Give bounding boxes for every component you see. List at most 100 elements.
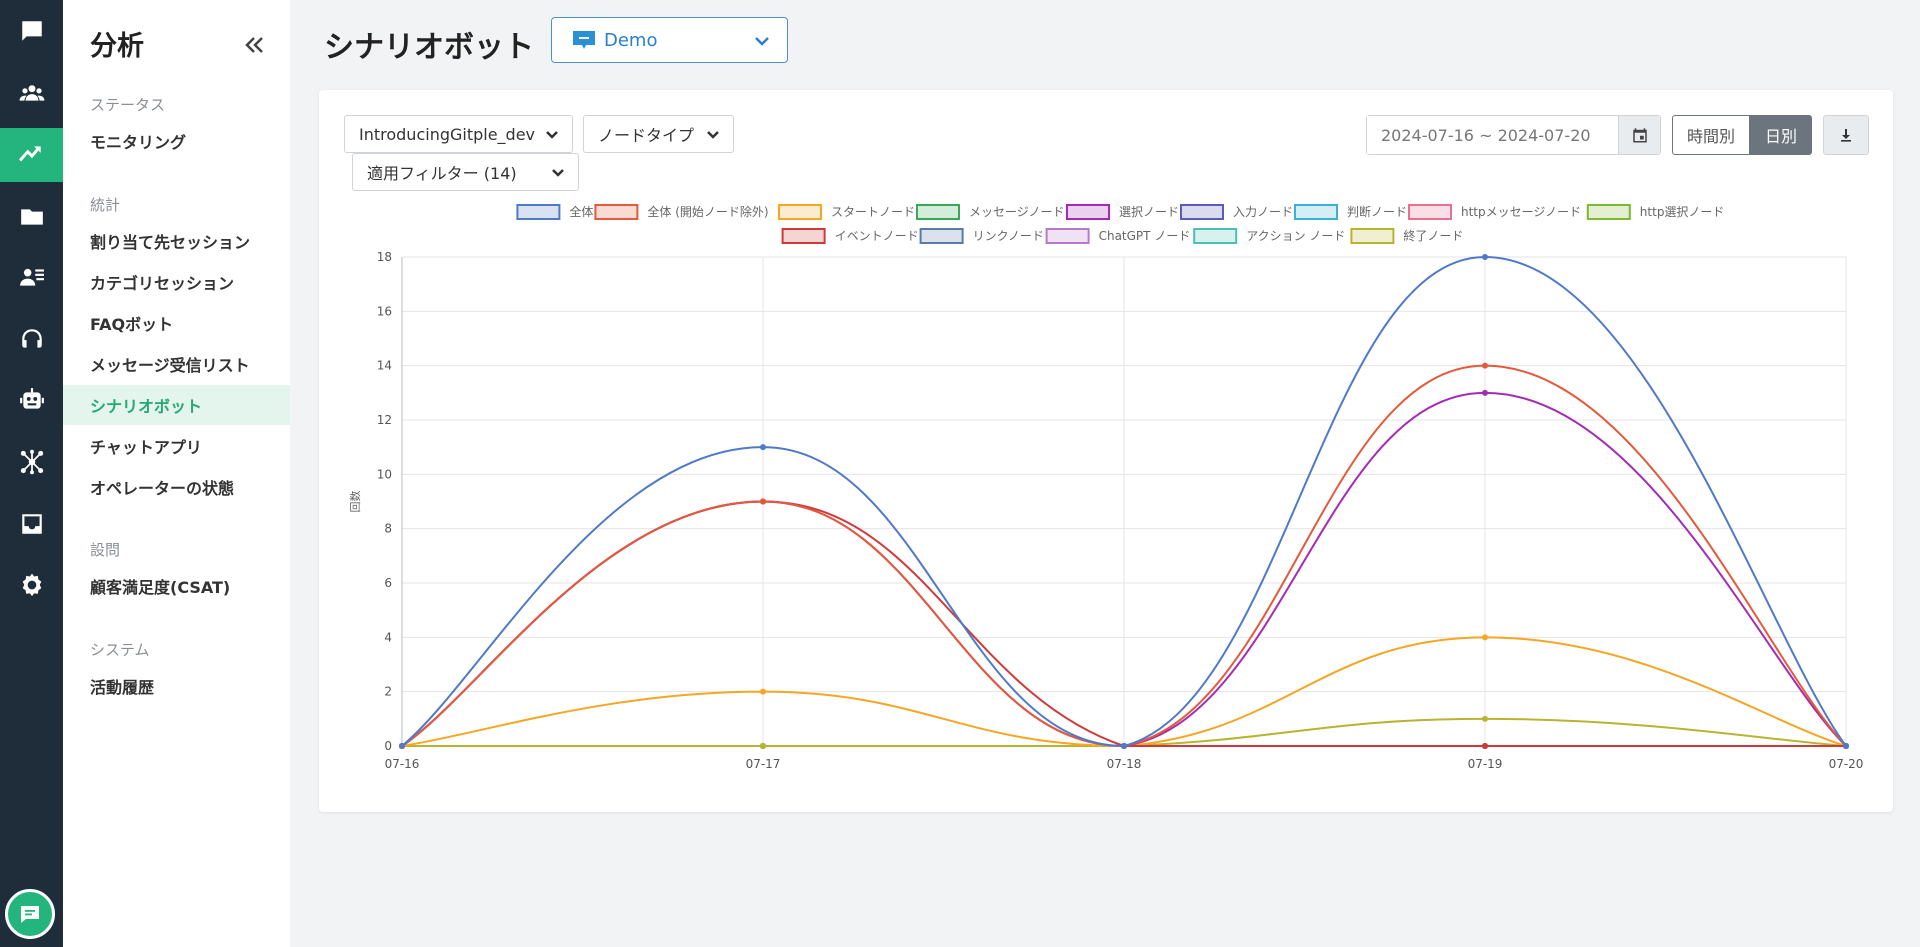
legend-item-9[interactable]: イベントノード — [781, 228, 919, 244]
data-point[interactable] — [1121, 743, 1127, 749]
rail-bot[interactable] — [0, 373, 63, 427]
data-point[interactable] — [760, 743, 766, 749]
data-point[interactable] — [760, 498, 766, 505]
data-point[interactable] — [1482, 254, 1488, 260]
data-point[interactable] — [1482, 362, 1488, 369]
data-point[interactable] — [1482, 715, 1488, 722]
data-point[interactable] — [399, 743, 405, 749]
data-point[interactable] — [1843, 743, 1849, 749]
menu-item-csat[interactable]: 顧客満足度(CSAT) — [90, 578, 231, 597]
rail-contacts[interactable] — [0, 250, 63, 304]
daily-button[interactable]: 日別 — [1750, 115, 1813, 155]
menu-item-chat-app[interactable]: チャットアプリ — [90, 438, 202, 457]
data-point[interactable] — [399, 743, 405, 749]
data-point[interactable] — [399, 743, 405, 749]
legend-item-5[interactable]: 入力ノード — [1180, 204, 1293, 220]
data-point[interactable] — [1843, 743, 1849, 749]
data-point[interactable] — [760, 743, 766, 749]
menu-item-activity-history[interactable]: 活動履歴 — [90, 678, 155, 697]
hourly-button[interactable]: 時間別 — [1672, 115, 1751, 155]
data-point[interactable] — [1121, 743, 1127, 749]
data-point[interactable] — [1482, 743, 1488, 749]
data-point[interactable] — [760, 743, 766, 749]
applied-filter-select[interactable]: 適用フィルター (14) — [352, 153, 579, 191]
data-point[interactable] — [760, 743, 766, 749]
data-point[interactable] — [399, 743, 405, 749]
menu-item-faq-bot[interactable]: FAQボット — [90, 315, 174, 334]
data-point[interactable] — [1843, 743, 1849, 749]
data-point[interactable] — [1482, 743, 1488, 749]
legend-item-4[interactable]: 選択ノード — [1066, 204, 1179, 220]
data-point[interactable] — [399, 743, 405, 749]
legend-item-0[interactable]: 全体 — [516, 204, 593, 220]
data-point[interactable] — [1843, 743, 1849, 749]
data-point[interactable] — [1843, 743, 1849, 749]
legend-item-8[interactable]: http選択ノード — [1586, 204, 1725, 220]
legend-item-13[interactable]: 終了ノード — [1350, 228, 1463, 244]
rail-support[interactable] — [0, 312, 63, 366]
data-point[interactable] — [399, 743, 405, 749]
data-point[interactable] — [760, 743, 766, 749]
data-point[interactable] — [399, 743, 405, 749]
data-point[interactable] — [399, 743, 405, 749]
data-point[interactable] — [1482, 743, 1488, 749]
data-point[interactable] — [1482, 389, 1488, 396]
data-point[interactable] — [1121, 743, 1127, 749]
data-point[interactable] — [399, 743, 405, 749]
data-point[interactable] — [1843, 743, 1849, 749]
data-point[interactable] — [760, 743, 766, 749]
date-range-input[interactable] — [1367, 116, 1619, 154]
calendar-button[interactable] — [1618, 116, 1660, 154]
legend-item-6[interactable]: 判断ノード — [1294, 204, 1407, 220]
data-point[interactable] — [1121, 743, 1127, 749]
data-point[interactable] — [1121, 743, 1127, 749]
data-point[interactable] — [399, 743, 405, 749]
menu-item-operator-status[interactable]: オペレーターの状態 — [90, 479, 235, 498]
menu-item-message-receive-list[interactable]: メッセージ受信リスト — [90, 356, 250, 375]
bot-select[interactable]: Demo — [551, 17, 788, 63]
rail-inbox[interactable] — [0, 497, 63, 551]
rail-chat[interactable] — [0, 4, 63, 58]
data-point[interactable] — [1843, 743, 1849, 749]
data-point[interactable] — [1843, 743, 1849, 749]
data-point[interactable] — [1121, 743, 1127, 749]
data-point[interactable] — [1482, 634, 1488, 641]
data-point[interactable] — [1843, 743, 1849, 749]
data-point[interactable] — [1121, 743, 1127, 749]
data-point[interactable] — [760, 498, 766, 505]
data-point[interactable] — [1482, 743, 1488, 749]
legend-item-7[interactable]: httpメッセージノード — [1408, 204, 1581, 220]
data-point[interactable] — [1843, 743, 1849, 749]
data-point[interactable] — [1482, 743, 1488, 749]
data-point[interactable] — [760, 688, 766, 695]
legend-item-2[interactable]: スタートノード — [778, 204, 915, 220]
data-point[interactable] — [1482, 743, 1488, 749]
menu-item-monitoring[interactable]: モニタリング — [90, 133, 187, 152]
rail-integration[interactable] — [0, 435, 63, 489]
rail-folder[interactable] — [0, 190, 63, 244]
data-point[interactable] — [1121, 743, 1127, 749]
data-point[interactable] — [760, 444, 766, 451]
rail-users[interactable] — [0, 66, 63, 120]
data-point[interactable] — [399, 743, 405, 749]
data-point[interactable] — [760, 743, 766, 749]
rail-settings[interactable] — [0, 558, 63, 612]
node-type-select[interactable]: ノードタイプ — [583, 115, 734, 153]
download-button[interactable] — [1823, 115, 1869, 155]
menu-item-category-sessions[interactable]: カテゴリセッション — [90, 274, 235, 293]
data-point[interactable] — [1843, 743, 1849, 749]
data-point[interactable] — [1843, 743, 1849, 749]
data-point[interactable] — [1121, 743, 1127, 749]
rail-analytics[interactable] — [0, 128, 63, 182]
chat-widget-button[interactable] — [5, 889, 55, 939]
legend-item-10[interactable]: リンクノード — [919, 228, 1044, 244]
data-point[interactable] — [1121, 743, 1127, 749]
data-point[interactable] — [399, 743, 405, 749]
legend-item-1[interactable]: 全体 (開始ノード除外) — [594, 204, 769, 220]
data-point[interactable] — [1843, 743, 1849, 749]
data-point[interactable] — [1482, 743, 1488, 749]
data-point[interactable] — [760, 498, 766, 505]
data-point[interactable] — [1121, 743, 1127, 749]
data-point[interactable] — [399, 743, 405, 749]
collapse-sidebar-button[interactable] — [239, 30, 269, 60]
